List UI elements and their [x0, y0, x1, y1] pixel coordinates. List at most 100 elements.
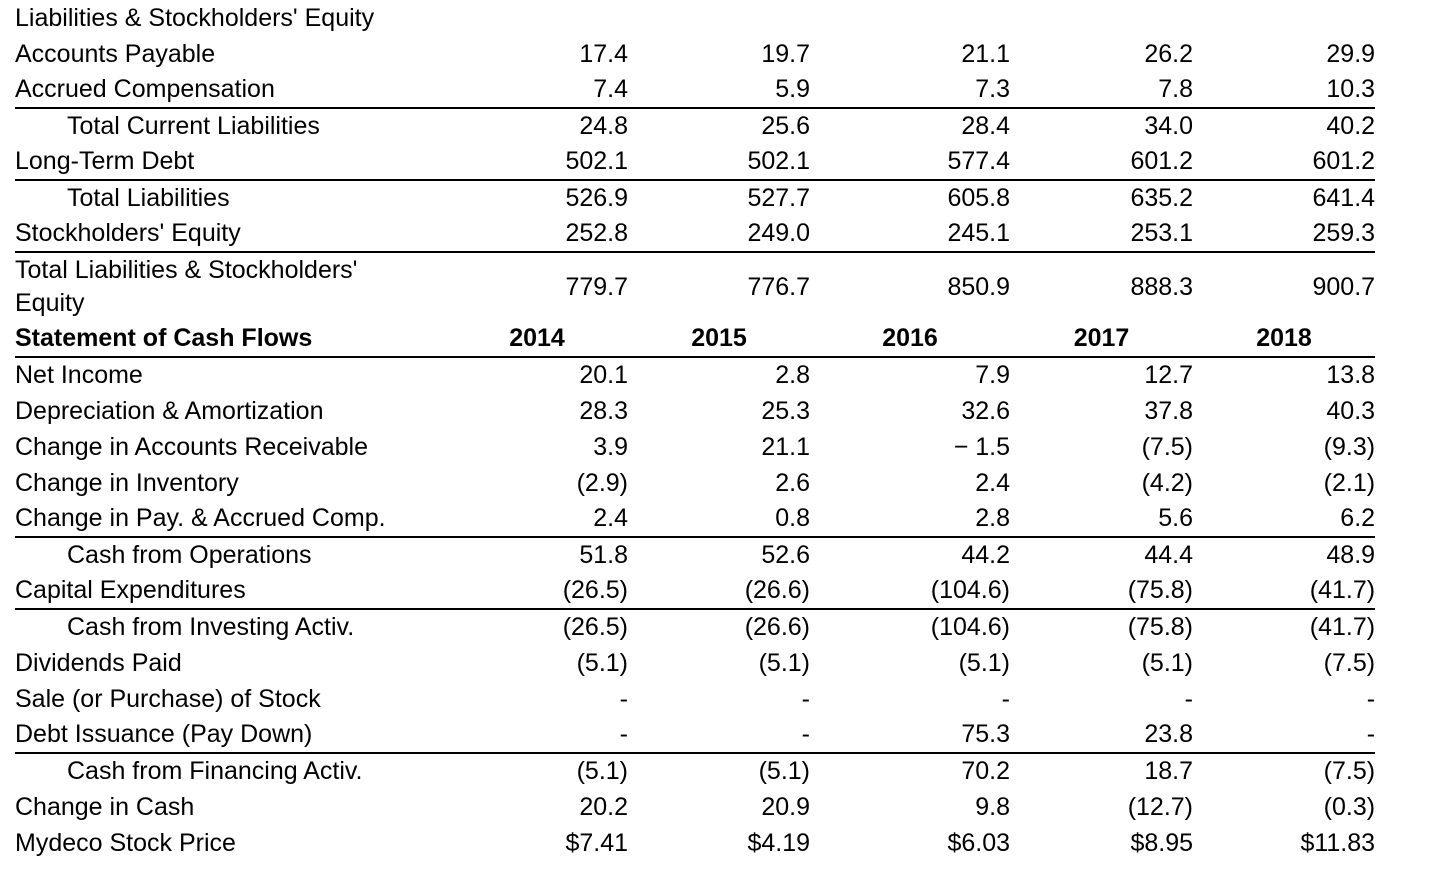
year-header: 2018	[1193, 321, 1376, 358]
table-row: Cash from Financing Activ. (5.1) (5.1) 70.2…	[15, 753, 1375, 789]
cell-value: 888.3	[1130, 272, 1193, 301]
cell-value: 48.9	[1326, 541, 1376, 569]
cell-value: (5.1)	[758, 757, 810, 785]
cell-value: -	[801, 684, 810, 713]
cash-flows-header-label: Statement of Cash Flows	[15, 321, 446, 358]
row-label: Change in Accounts Receivable	[15, 432, 369, 461]
cell-value: 51.8	[579, 541, 628, 569]
cell-value: 7.3	[810, 72, 1010, 109]
cell-value: 44.2	[961, 541, 1010, 569]
cell-value: (104.6)	[930, 613, 1010, 641]
cell-value: -	[1184, 684, 1193, 713]
row-label: Sale (or Purchase) of Stock	[15, 684, 321, 713]
row-label: Total Liabilities	[67, 184, 230, 212]
cell-value: (0.3)	[1323, 792, 1376, 821]
cell-value: -	[1193, 717, 1376, 754]
row-label: Accrued Compensation	[15, 72, 446, 109]
cell-value: 249.0	[628, 216, 810, 253]
cell-value: (26.6)	[744, 613, 810, 641]
year-header: 2017	[1010, 321, 1193, 358]
section-title: Liabilities & Stockholders' Equity	[15, 3, 375, 32]
cell-value: (5.1)	[758, 648, 810, 677]
row-label: Cash from Financing Activ.	[67, 757, 363, 785]
table-row: Cash from Operations 51.8 52.6 44.2 44.4 48.9	[15, 537, 1375, 573]
cell-value: $8.95	[1130, 828, 1193, 857]
table-row: Accounts Payable 17.4 19.7 21.1 26.2 29.9	[15, 36, 1375, 72]
cell-value: (5.1)	[1141, 648, 1193, 677]
cell-value: (7.5)	[1323, 757, 1376, 785]
table-row: Change in Cash 20.2 20.9 9.8 (12.7) (0.3)	[15, 789, 1375, 825]
cell-value: (26.5)	[562, 613, 628, 641]
cell-value: 9.8	[975, 792, 1010, 821]
cell-value: 2.6	[775, 468, 810, 497]
cell-value: (75.8)	[1010, 573, 1193, 610]
financial-statement-table: Liabilities & Stockholders' Equity Accoun…	[15, 0, 1376, 861]
cell-value: 6.2	[1193, 501, 1376, 538]
cell-value: 25.3	[761, 396, 810, 425]
cell-value: 10.3	[1193, 72, 1376, 109]
cell-value: -	[628, 717, 810, 754]
row-label: Total Current Liabilities	[67, 112, 320, 140]
cell-value: (26.6)	[628, 573, 810, 610]
table-row: Net Income 20.1 2.8 7.9 12.7 13.8	[15, 357, 1375, 393]
row-label: Cash from Investing Activ.	[67, 613, 355, 641]
cell-value: (26.5)	[446, 573, 628, 610]
cell-value: 7.8	[1010, 72, 1193, 109]
cell-value: 29.9	[1326, 39, 1376, 68]
cell-value: 0.8	[628, 501, 810, 538]
cell-value: 5.6	[1010, 501, 1193, 538]
cell-value: (9.3)	[1323, 432, 1376, 461]
cell-value: 44.4	[1144, 541, 1193, 569]
cell-value: 776.7	[747, 272, 810, 301]
row-label: Change in Cash	[15, 792, 195, 821]
table-row: Stockholders' Equity 252.8 249.0 245.1 253.1…	[15, 216, 1376, 253]
cell-value: 52.6	[761, 541, 810, 569]
cell-value: 850.9	[947, 272, 1010, 301]
cell-value: 23.8	[1010, 717, 1193, 754]
cell-value: 605.8	[947, 184, 1010, 212]
cell-value: 601.2	[1010, 144, 1193, 181]
row-label: Cash from Operations	[67, 541, 312, 569]
cell-value: 18.7	[1144, 757, 1193, 785]
cell-value: (7.5)	[1141, 432, 1193, 461]
cell-value: 7.9	[975, 361, 1010, 389]
table-row: Long-Term Debt 502.1 502.1 577.4 601.2 601.2	[15, 144, 1376, 181]
cell-value: 34.0	[1144, 112, 1193, 140]
row-label: Accounts Payable	[15, 39, 216, 68]
table-row: Sale (or Purchase) of Stock - - - - -	[15, 681, 1375, 717]
cell-value: (4.2)	[1141, 468, 1193, 497]
cell-value: 577.4	[810, 144, 1010, 181]
row-label: Debt Issuance (Pay Down)	[15, 717, 446, 754]
cell-value: 32.6	[961, 396, 1010, 425]
cell-value: 37.8	[1144, 396, 1193, 425]
year-header: 2015	[628, 321, 810, 358]
cell-value: 2.4	[446, 501, 628, 538]
cell-value: (75.8)	[1127, 613, 1193, 641]
cell-value: $4.19	[747, 828, 810, 857]
row-label: Mydeco Stock Price	[15, 828, 236, 857]
cell-value: $7.41	[565, 828, 628, 857]
table-row: Change in Pay. & Accrued Comp. 2.4 0.8 2.8 5…	[15, 501, 1376, 538]
row-label: Depreciation & Amortization	[15, 396, 324, 425]
cell-value: 502.1	[446, 144, 628, 181]
cell-value: 641.4	[1312, 184, 1376, 212]
cell-value: 70.2	[961, 757, 1010, 785]
table-row: Depreciation & Amortization 28.3 25.3 32.6 3…	[15, 393, 1375, 429]
cell-value: 12.7	[1144, 361, 1193, 389]
cell-value: 7.4	[446, 72, 628, 109]
row-label: Stockholders' Equity	[15, 216, 446, 253]
cell-value: (5.1)	[576, 648, 628, 677]
cell-value: 635.2	[1130, 184, 1193, 212]
row-label: Long-Term Debt	[15, 144, 446, 181]
cell-value: − 1.5	[953, 432, 1010, 461]
cell-value: 259.3	[1193, 216, 1376, 253]
financial-table-body: Liabilities & Stockholders' Equity Accoun…	[15, 0, 1376, 861]
table-row: Total Current Liabilities 24.8 25.6 28.4 34.…	[15, 108, 1375, 144]
cell-value: 21.1	[961, 39, 1010, 68]
row-label: Capital Expenditures	[15, 573, 446, 610]
cash-flows-header-row: Statement of Cash Flows 2014 2015 2016 2017 2…	[15, 321, 1376, 358]
cell-value: -	[1366, 684, 1376, 713]
cell-value: 779.7	[565, 272, 628, 301]
cell-value: 17.4	[579, 39, 628, 68]
